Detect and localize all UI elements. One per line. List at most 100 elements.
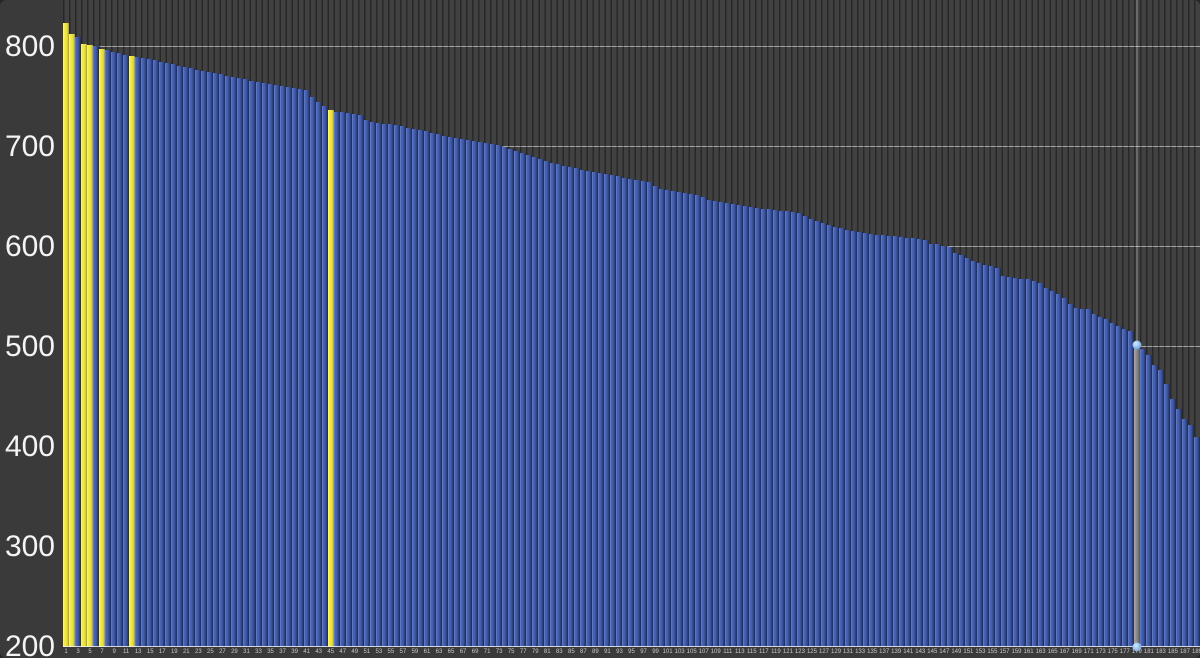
bar[interactable] <box>556 164 563 647</box>
bar[interactable] <box>1109 323 1116 647</box>
bar[interactable] <box>478 142 485 647</box>
bar[interactable] <box>1085 309 1092 647</box>
bar[interactable] <box>568 167 575 647</box>
bar[interactable] <box>718 202 725 647</box>
bar[interactable] <box>1055 294 1062 647</box>
bar[interactable] <box>393 125 400 647</box>
bar[interactable] <box>399 126 406 647</box>
bar[interactable] <box>1061 298 1068 647</box>
bar[interactable] <box>754 208 761 647</box>
bar[interactable] <box>255 82 262 647</box>
bar[interactable] <box>369 122 376 647</box>
bar[interactable] <box>375 123 382 647</box>
bar[interactable] <box>460 139 467 647</box>
bar[interactable] <box>261 83 268 647</box>
bar-highlighted[interactable] <box>327 110 334 647</box>
bar[interactable] <box>526 155 533 647</box>
bar[interactable] <box>887 236 894 647</box>
bar[interactable] <box>1067 304 1074 647</box>
bar[interactable] <box>267 84 274 647</box>
bar[interactable] <box>1193 437 1200 647</box>
bar[interactable] <box>905 238 912 647</box>
bar[interactable] <box>1181 419 1188 647</box>
bar[interactable] <box>778 211 785 647</box>
bar-selected[interactable] <box>1133 345 1140 647</box>
bar[interactable] <box>544 161 551 647</box>
bar[interactable] <box>303 90 310 647</box>
bar[interactable] <box>171 64 178 647</box>
bar[interactable] <box>484 143 491 647</box>
bar[interactable] <box>93 46 100 647</box>
bar[interactable] <box>766 209 773 647</box>
selected-point-marker[interactable] <box>1132 340 1142 350</box>
bar[interactable] <box>700 197 707 647</box>
bar[interactable] <box>490 144 497 647</box>
bar[interactable] <box>917 239 924 647</box>
bar[interactable] <box>1049 291 1056 647</box>
bar[interactable] <box>682 193 689 647</box>
bar[interactable] <box>989 266 996 647</box>
bar[interactable] <box>983 265 990 647</box>
bar[interactable] <box>417 130 424 647</box>
bar-highlighted[interactable] <box>63 23 70 647</box>
bar[interactable] <box>652 186 659 647</box>
bar[interactable] <box>363 120 370 647</box>
bar[interactable] <box>387 124 394 647</box>
bar[interactable] <box>285 87 292 647</box>
bar[interactable] <box>814 221 821 647</box>
bar[interactable] <box>706 200 713 647</box>
bar[interactable] <box>851 231 858 647</box>
bar[interactable] <box>790 212 797 647</box>
bar[interactable] <box>881 235 888 647</box>
bar[interactable] <box>441 136 448 647</box>
bar[interactable] <box>1139 349 1146 647</box>
bar[interactable] <box>604 174 611 647</box>
bar[interactable] <box>225 76 232 647</box>
bar[interactable] <box>237 78 244 647</box>
bar[interactable] <box>219 74 226 647</box>
bar[interactable] <box>628 179 635 647</box>
bar[interactable] <box>712 201 719 647</box>
bar[interactable] <box>748 207 755 647</box>
bar[interactable] <box>333 112 340 647</box>
bar[interactable] <box>381 124 388 647</box>
bar[interactable] <box>616 176 623 647</box>
bar[interactable] <box>177 66 184 647</box>
bar[interactable] <box>863 233 870 647</box>
bar[interactable] <box>183 67 190 647</box>
bar[interactable] <box>105 50 112 647</box>
bar[interactable] <box>947 247 954 647</box>
bar[interactable] <box>646 182 653 647</box>
bar[interactable] <box>730 204 737 647</box>
bar[interactable] <box>772 210 779 647</box>
bar[interactable] <box>135 57 142 647</box>
bar[interactable] <box>610 175 617 647</box>
bar[interactable] <box>808 219 815 647</box>
bar[interactable] <box>1151 365 1158 647</box>
bar[interactable] <box>839 228 846 647</box>
bar[interactable] <box>1187 425 1194 647</box>
bar[interactable] <box>622 178 629 647</box>
bar[interactable] <box>1175 409 1182 647</box>
bar[interactable] <box>520 153 527 647</box>
bar[interactable] <box>502 147 509 647</box>
bar[interactable] <box>550 163 557 647</box>
bar[interactable] <box>466 140 473 647</box>
bar[interactable] <box>321 106 328 647</box>
bar[interactable] <box>1097 317 1104 647</box>
bar[interactable] <box>598 173 605 647</box>
bar[interactable] <box>297 89 304 647</box>
bar[interactable] <box>315 102 322 647</box>
bar[interactable] <box>742 206 749 647</box>
bar[interactable] <box>1019 279 1026 647</box>
bar[interactable] <box>153 60 160 647</box>
bar[interactable] <box>435 134 442 647</box>
bar[interactable] <box>857 232 864 647</box>
bar[interactable] <box>995 268 1002 647</box>
bar[interactable] <box>279 86 286 647</box>
bar[interactable] <box>971 261 978 647</box>
bar[interactable] <box>339 112 346 647</box>
bar-highlighted[interactable] <box>99 49 106 647</box>
bar[interactable] <box>899 237 906 647</box>
bar[interactable] <box>1079 309 1086 647</box>
